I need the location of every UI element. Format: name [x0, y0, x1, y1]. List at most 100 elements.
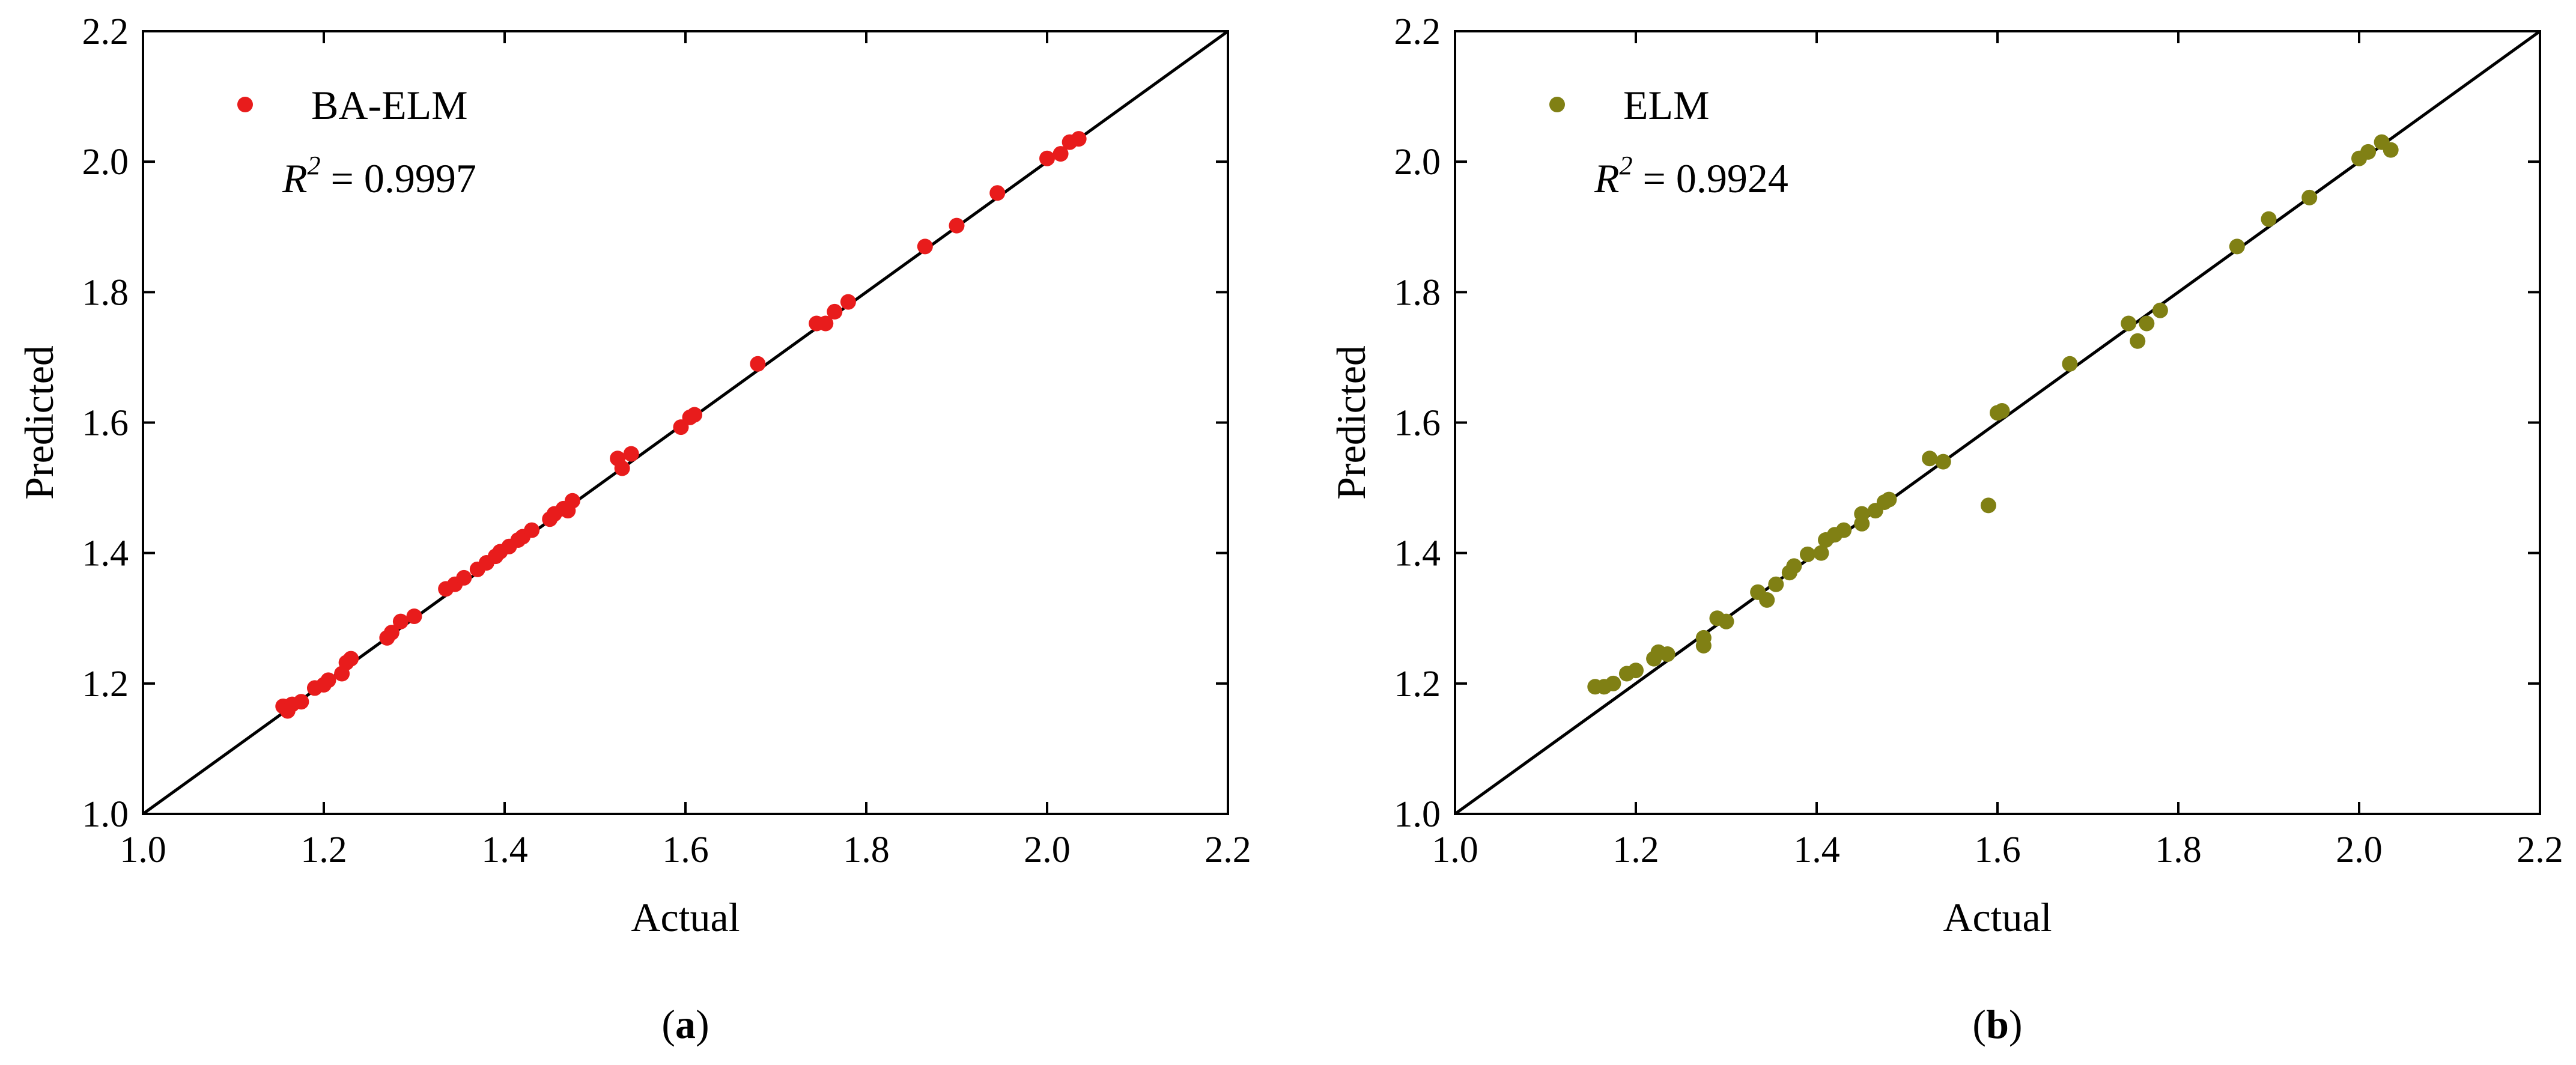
panel-label-letter: b: [1986, 1001, 2009, 1047]
r2-exponent: 2: [308, 151, 321, 180]
y-tick-label: 1.6: [82, 403, 129, 444]
y-axis-title: Predicted: [1328, 345, 1374, 500]
data-point: [1786, 558, 1802, 574]
data-point: [383, 625, 399, 641]
y-tick-label: 2.2: [82, 11, 129, 52]
x-axis-title: Actual: [1943, 894, 2052, 940]
y-axis-title: Predicted: [16, 345, 62, 500]
panel-label-letter: a: [675, 1001, 696, 1047]
scatter-panel-a: 1.0 1.2 1.4 1.6 1.8 2.0 2.2 1.0 1.2 1.4 1.6 1.8 2.0 2…: [16, 11, 1251, 1047]
legend-marker: [237, 97, 253, 112]
data-point: [524, 522, 540, 538]
data-point: [1718, 613, 1734, 630]
y-tick-label: 1.6: [1394, 403, 1441, 444]
data-point: [1881, 491, 1897, 508]
data-point: [406, 608, 422, 624]
r2-value: = 0.9924: [1633, 156, 1788, 201]
panel-label-open: (: [661, 1001, 675, 1047]
r2-annotation: R2 = 0.9924: [1594, 151, 1788, 201]
panel-label-close: ): [2009, 1001, 2023, 1047]
data-point: [989, 185, 1006, 201]
data-point: [1659, 646, 1675, 662]
x-tick-label: 2.0: [1024, 830, 1071, 870]
data-point: [1980, 497, 1996, 514]
data-point: [1813, 545, 1829, 561]
data-point: [1854, 506, 1870, 522]
x-tick-label: 1.2: [1612, 830, 1659, 870]
x-tick-label: 1.0: [120, 830, 166, 870]
y-tick-label: 1.0: [82, 794, 129, 835]
data-point: [2062, 356, 2078, 372]
data-point: [456, 569, 472, 586]
y-tick-label: 1.4: [1394, 533, 1441, 574]
data-point: [1922, 451, 1938, 467]
data-point: [1053, 146, 1069, 162]
data-point: [2139, 315, 2155, 332]
data-point: [2360, 144, 2377, 160]
data-point: [818, 315, 834, 332]
data-point: [2229, 238, 2245, 255]
legend-label: BA-ELM: [311, 82, 468, 128]
data-point: [614, 460, 630, 476]
data-point: [1759, 592, 1775, 608]
data-point: [293, 694, 309, 710]
data-point: [2121, 315, 2137, 332]
data-point: [320, 672, 336, 688]
r2-value: = 0.9997: [321, 156, 476, 201]
data-point: [949, 217, 965, 234]
x-tick-label: 1.4: [1793, 830, 1840, 870]
data-point: [1935, 454, 1951, 470]
y-tick-label: 2.2: [1394, 11, 1441, 52]
y-tick-label: 1.2: [1394, 664, 1441, 705]
data-point: [1628, 663, 1644, 679]
x-tick-label: 1.8: [843, 830, 890, 870]
y-tick-label: 2.0: [1394, 142, 1441, 183]
x-tick-label: 1.0: [1432, 830, 1478, 870]
x-tick-label: 1.6: [662, 830, 709, 870]
data-point: [840, 294, 856, 310]
data-point: [2383, 142, 2399, 158]
y-tick-label: 1.8: [1394, 272, 1441, 313]
data-point: [392, 613, 409, 630]
r2-exponent: 2: [1620, 151, 1633, 180]
x-tick-label: 1.6: [1974, 830, 2021, 870]
data-point: [2152, 302, 2168, 318]
data-point: [1039, 150, 1055, 166]
x-axis-title: Actual: [631, 894, 740, 940]
y-tick-label: 1.0: [1394, 794, 1441, 835]
data-point: [827, 303, 843, 320]
data-point: [750, 356, 766, 372]
r2-symbol: R: [282, 156, 308, 201]
data-point: [343, 651, 359, 667]
y-tick-label: 2.0: [82, 142, 129, 183]
reference-line: [1454, 29, 2541, 816]
panel-label-open: (: [1972, 1001, 1986, 1047]
r2-annotation: R2 = 0.9997: [282, 151, 476, 201]
data-point: [1994, 402, 2010, 419]
data-point: [1768, 576, 1784, 592]
data-point: [2130, 333, 2146, 349]
data-point: [687, 407, 703, 423]
x-tick-label: 1.8: [2155, 830, 2202, 870]
y-tick-label: 1.8: [82, 272, 129, 313]
data-point: [623, 446, 639, 462]
y-tick-label: 1.2: [82, 664, 129, 705]
y-tick-label: 1.4: [82, 533, 129, 574]
data-point: [1799, 546, 1815, 562]
scatter-panel-b: 1.0 1.2 1.4 1.6 1.8 2.0 2.2 1.0 1.2 1.4 1.6 1.8 2.0 2…: [1328, 11, 2563, 1047]
panel-label: (a): [661, 1001, 709, 1047]
panel-label-close: ): [696, 1001, 709, 1047]
data-point: [564, 493, 580, 509]
data-point: [1071, 131, 1087, 147]
legend-label: ELM: [1623, 82, 1710, 128]
legend-marker: [1549, 97, 1565, 112]
data-point: [1836, 522, 1852, 538]
x-tick-label: 1.4: [481, 830, 528, 870]
x-tick-label: 2.2: [1204, 830, 1251, 870]
data-point: [1695, 630, 1712, 646]
x-tick-label: 2.2: [2517, 830, 2563, 870]
panel-label: (b): [1972, 1001, 2022, 1047]
x-tick-label: 2.0: [2336, 830, 2383, 870]
